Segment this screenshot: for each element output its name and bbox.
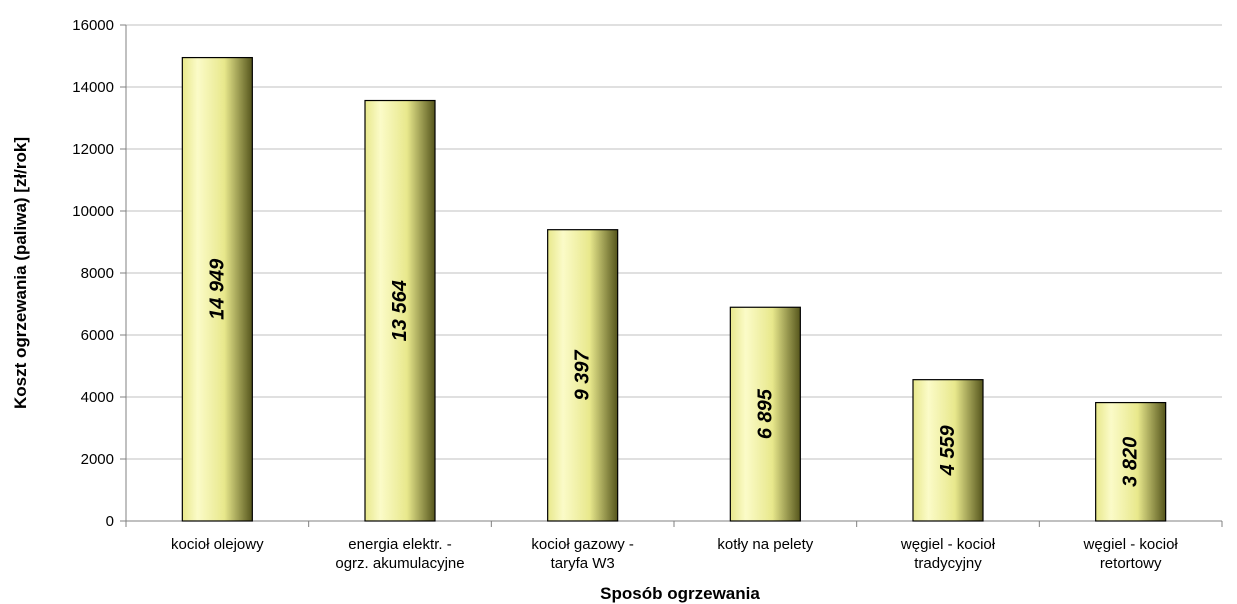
y-axis-title: Koszt ogrzewania (paliwa) [zł/rok] (11, 137, 30, 409)
bar-value-label: 6 895 (754, 388, 776, 439)
y-tick-label: 14000 (72, 79, 114, 96)
bar (547, 229, 619, 522)
y-tick-label: 10000 (72, 203, 114, 220)
x-axis-title: Sposób ogrzewania (600, 584, 760, 603)
bar (364, 99, 436, 522)
axes (120, 24, 1223, 527)
bar (729, 306, 801, 522)
bar-value-label: 14 949 (206, 258, 228, 320)
labels: 0 2000 4000 6000 8000 10000 12000 14000 16000 14 … (72, 17, 1178, 572)
y-tick-label: 12000 (72, 141, 114, 158)
x-category-label: węgiel - kocioł retortowy (1083, 536, 1179, 572)
y-tick-label: 16000 (72, 17, 114, 34)
bar (181, 56, 253, 522)
grid-lines (126, 24, 1222, 460)
x-category-label: kotły na pelety (717, 536, 813, 553)
bars (181, 56, 1167, 522)
x-category-label: kocioł gazowy -taryfa W3 (531, 536, 634, 572)
y-tick-label: 4000 (81, 389, 114, 406)
y-tick-label: 6000 (81, 327, 114, 344)
bar (1095, 401, 1167, 522)
bar (912, 379, 984, 522)
bar-value-label: 13 564 (389, 280, 411, 341)
bar-value-label: 4 559 (937, 424, 959, 476)
y-tick-label: 0 (106, 513, 114, 530)
x-category-label: kocioł olejowy (171, 536, 264, 553)
y-tick-label: 8000 (81, 265, 114, 282)
bar-value-label: 3 820 (1120, 437, 1142, 487)
bar-value-label: 9 397 (572, 349, 594, 400)
y-tick-label: 2000 (81, 451, 114, 468)
x-category-label: energia elektr. -ogrz. akumulacyjne (335, 536, 464, 572)
x-category-label: węgiel - kocioł tradycyjny (900, 536, 996, 572)
